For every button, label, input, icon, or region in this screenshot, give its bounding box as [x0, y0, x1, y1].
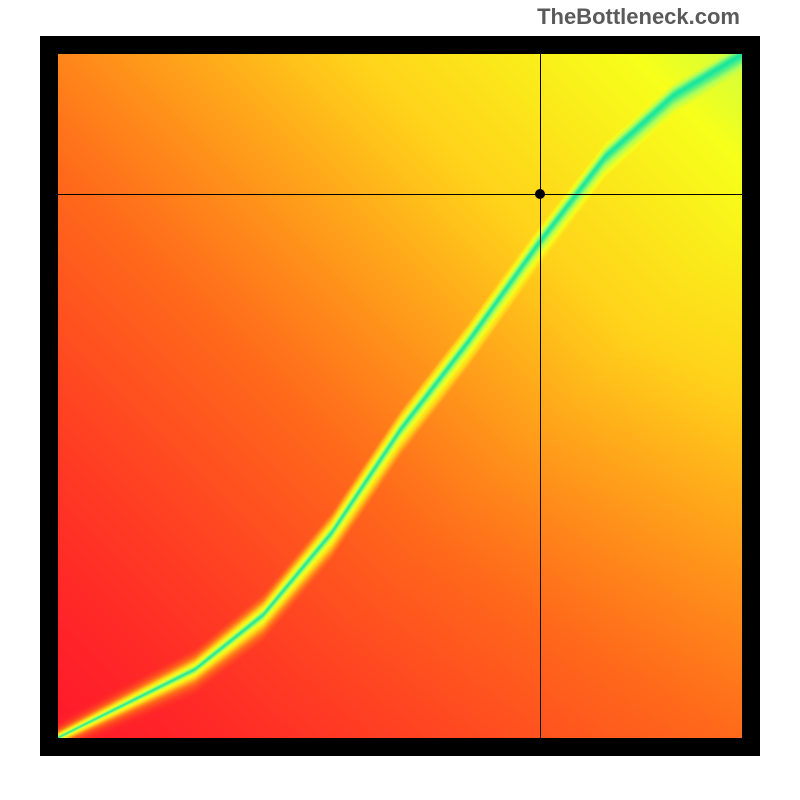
crosshair-marker: [535, 189, 545, 199]
crosshair-horizontal: [58, 194, 742, 195]
crosshair-vertical: [540, 54, 541, 738]
watermark-text: TheBottleneck.com: [537, 4, 740, 30]
bottleneck-heatmap: [58, 54, 742, 738]
